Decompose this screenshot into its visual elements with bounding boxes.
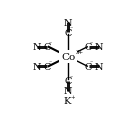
- Text: ⁻: ⁻: [90, 61, 93, 66]
- Text: N: N: [33, 62, 41, 71]
- Text: C: C: [64, 76, 72, 85]
- Text: N: N: [95, 43, 103, 52]
- Text: N: N: [33, 43, 41, 52]
- Text: C: C: [44, 62, 51, 71]
- Text: C: C: [64, 29, 72, 38]
- Text: ⁻: ⁻: [48, 42, 52, 47]
- Text: ⁻: ⁻: [48, 61, 52, 66]
- Text: 3+: 3+: [75, 50, 84, 55]
- Text: C: C: [44, 43, 51, 52]
- Text: C: C: [85, 62, 92, 71]
- Text: ⁻: ⁻: [69, 28, 72, 33]
- Text: K: K: [64, 96, 71, 105]
- Text: Co: Co: [61, 53, 75, 61]
- Text: N: N: [64, 87, 72, 95]
- Text: N: N: [95, 62, 103, 71]
- Text: C: C: [85, 43, 92, 52]
- Text: +: +: [71, 95, 75, 100]
- Text: N: N: [64, 19, 72, 27]
- Text: ⁻: ⁻: [90, 42, 93, 47]
- Text: ⁻: ⁻: [69, 75, 72, 80]
